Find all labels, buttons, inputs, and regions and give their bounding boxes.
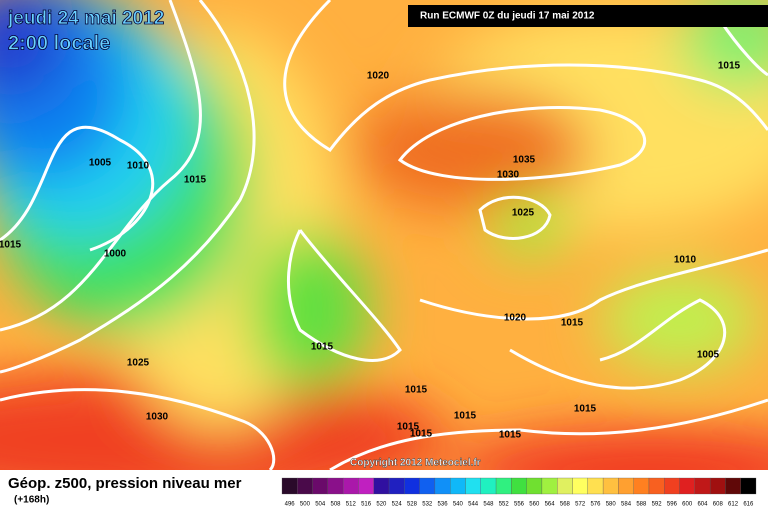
colorbar-cell [312,477,329,495]
colorbar-label: 532 [422,502,433,508]
isobar-label: 1015 [184,175,207,186]
isobar-label: 1015 [454,411,477,422]
colorbar-label: 576 [590,502,601,508]
isobar-label: 1025 [127,358,150,369]
isobar-label: 1015 [397,422,420,433]
colorbar-label: 516 [361,502,372,508]
footer-title: Géop. z500, pression niveau mer [8,475,242,492]
colorbar-cell [694,477,711,495]
colorbar-cell [297,477,313,495]
colorbar-label: 520 [376,502,387,508]
date: jeudi 24 mai 2012 [7,8,164,29]
colorbar-cell [602,477,619,495]
colorbar-label: 556 [514,502,525,508]
colorbar-cell [373,477,390,495]
colorbar-label: 608 [713,502,724,508]
colorbar-label: 500 [300,502,311,508]
colorbar-cell [343,477,359,495]
colorbar-label: 560 [529,502,540,508]
isobar-label: 1030 [146,412,169,423]
colorbar-cell [281,477,298,495]
colorbar-label: 616 [743,502,754,508]
run-box [408,5,768,27]
isobar-label: 1015 [410,429,433,440]
colorbar-cell [526,477,543,495]
colorbar-label: 548 [483,502,494,508]
isobar-label: 1015 [718,61,741,72]
isobar-label: 1025 [512,208,535,219]
colorbar-label: 552 [499,502,510,508]
colorbar-cell [450,477,466,495]
colorbar-cell [618,477,634,495]
colorbar-cell [664,477,680,495]
copyright: Copyright 2012 Meteociel.fr [350,458,481,469]
isobar-label: 1000 [104,249,127,260]
colorbar-label: 568 [560,502,571,508]
colorbar-cell [327,477,344,495]
isobar-label: 1005 [89,158,112,169]
colorbar-cell [572,477,588,495]
footer-subtitle: (+168h) [14,495,49,506]
isobar-label: 1010 [127,161,150,172]
colorbar-label: 528 [407,502,418,508]
colorbar-cell [465,477,481,495]
colorbar-label: 540 [453,502,464,508]
colorbar-cell [404,477,420,495]
run-info: Run ECMWF 0Z du jeudi 17 mai 2012 [420,11,595,22]
colorbar-label: 580 [606,502,617,508]
colorbar-label: 504 [315,502,326,508]
isobar-label: 1005 [697,350,720,361]
isobar-label: 1015 [311,342,334,353]
colorbar-label: 572 [575,502,586,508]
colorbar-label: 564 [545,502,556,508]
colorbar-cell [648,477,665,495]
colorbar-label: 544 [468,502,479,508]
isobar-label: 1015 [574,404,597,415]
isobar-label: 1010 [674,255,697,266]
colorbar-label: 536 [438,502,449,508]
colorbar-cell [480,477,497,495]
colorbar-label: 496 [285,502,296,508]
colorbar-cell [541,477,558,495]
colorbar-label: 604 [697,502,708,508]
isobar-label: 1020 [504,313,527,324]
colorbar-label: 612 [728,502,739,508]
colorbar-cell [725,477,741,495]
isobar-label: 1030 [497,170,520,181]
colorbar-label: 588 [636,502,647,508]
colorbar-cell [709,477,726,495]
colorbar-cell [740,477,757,495]
colorbar-cell [679,477,695,495]
colorbar-label: 512 [346,502,357,508]
time: 2:00 locale [8,32,110,54]
isobar-label: 1015 [405,385,428,396]
isobar-label: 1035 [513,155,536,166]
isobar-label: 1015 [0,240,22,251]
colorbar-cell [419,477,436,495]
colorbar-cell [388,477,405,495]
colorbar-cell [587,477,604,495]
isobar-label: 1015 [561,318,584,329]
colorbar-cell [495,477,512,495]
colorbar-cell [511,477,527,495]
isobar-label: 1015 [499,430,522,441]
colorbar-label: 524 [392,502,403,508]
colorbar-cell [358,477,374,495]
colorbar-label: 592 [652,502,663,508]
colorbar-label: 584 [621,502,632,508]
colorbar-label: 508 [331,502,342,508]
colorbar-cell [434,477,451,495]
colorbar-cell [557,477,573,495]
colorbar-label: 600 [682,502,693,508]
colorbar-label: 596 [667,502,678,508]
isobar-label: 1020 [367,71,390,82]
colorbar-cell [633,477,650,495]
